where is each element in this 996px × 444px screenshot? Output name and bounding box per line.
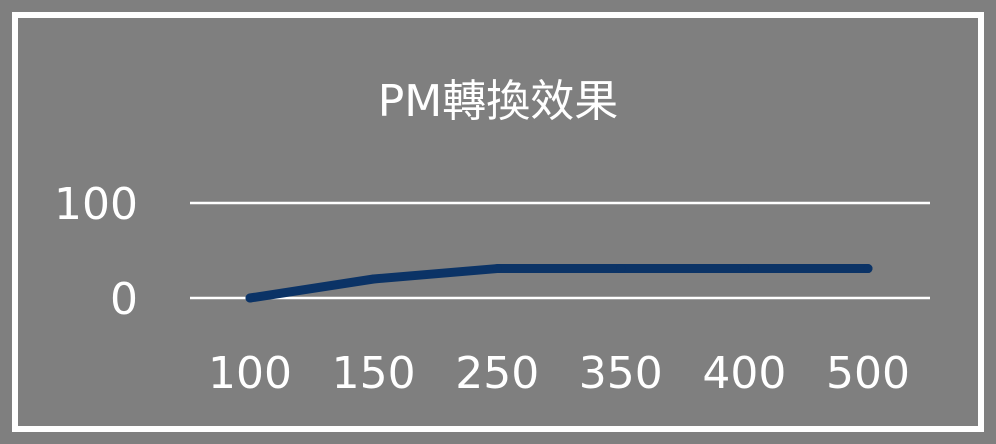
y-tick-label: 0 xyxy=(110,274,138,325)
x-tick-label: 150 xyxy=(332,348,416,399)
series-line-0 xyxy=(245,264,873,303)
x-tick-label: 250 xyxy=(455,348,539,399)
chart-frame xyxy=(12,12,984,432)
data-point xyxy=(492,264,502,274)
chart-title: PM轉換效果 xyxy=(378,76,619,127)
x-tick-label: 500 xyxy=(826,348,910,399)
x-tick-label: 350 xyxy=(579,348,663,399)
y-axis-ticks: 0 100 xyxy=(54,179,138,325)
data-point xyxy=(369,274,379,284)
data-point xyxy=(245,293,255,303)
y-tick-label: 100 xyxy=(54,179,138,230)
x-axis-ticks: 100 150 250 350 400 500 xyxy=(208,348,910,399)
data-point xyxy=(739,264,749,274)
gridlines xyxy=(190,201,930,300)
x-tick-label: 400 xyxy=(702,348,786,399)
data-point xyxy=(863,264,873,274)
series-layer xyxy=(245,264,873,303)
x-tick-label: 100 xyxy=(208,348,292,399)
data-point xyxy=(616,264,626,274)
